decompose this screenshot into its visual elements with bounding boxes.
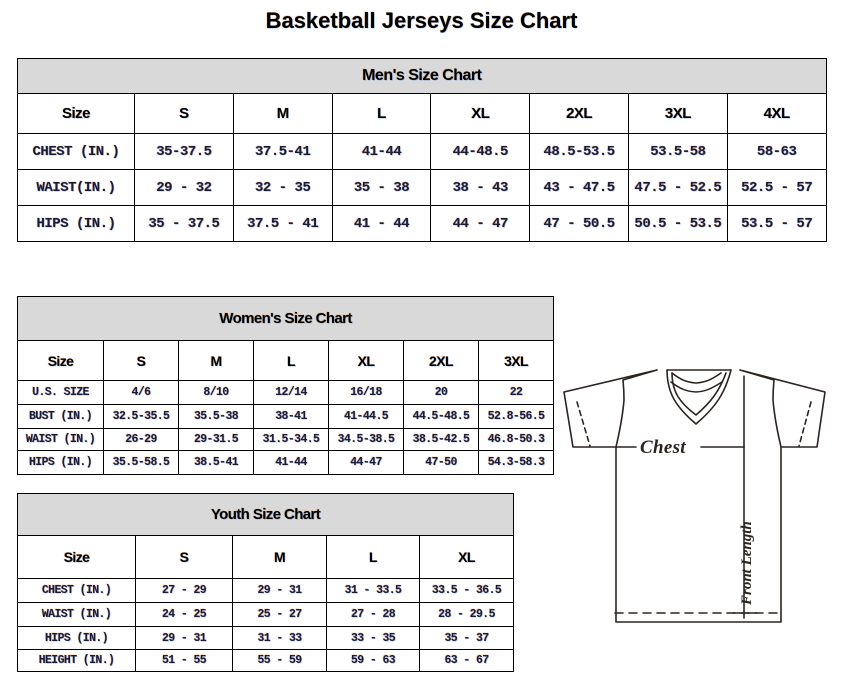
svg-text:Front Length: Front Length	[739, 521, 755, 606]
svg-text:Chest: Chest	[640, 437, 686, 458]
